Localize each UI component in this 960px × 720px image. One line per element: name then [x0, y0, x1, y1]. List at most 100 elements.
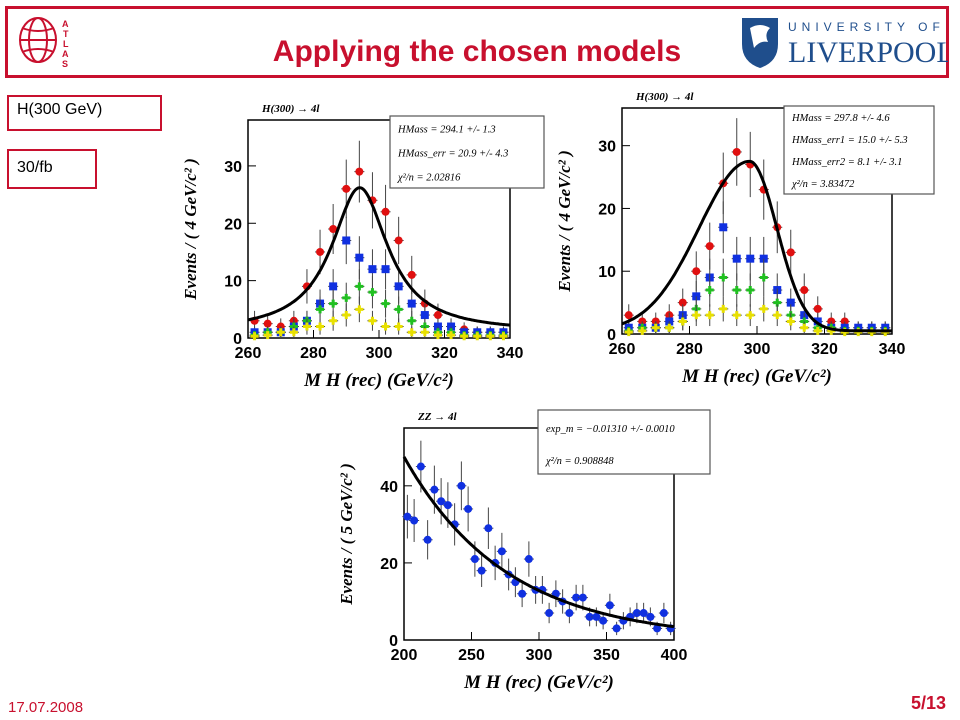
- data-point: [263, 331, 272, 340]
- atlas-letter: T: [63, 29, 69, 39]
- series-yellow: [249, 296, 509, 341]
- data-point: [316, 247, 325, 256]
- data-point: [732, 311, 741, 320]
- x-tick-label: 320: [431, 345, 458, 362]
- data-point: [746, 286, 755, 295]
- fit-curve: [621, 159, 892, 333]
- data-point: [464, 504, 473, 513]
- data-point: [732, 254, 741, 263]
- data-point: [407, 316, 416, 325]
- data-point: [329, 299, 338, 308]
- data-point: [665, 323, 674, 332]
- data-point: [447, 331, 456, 340]
- stats-line: HMass = 294.1 +/- 1.3: [397, 124, 496, 135]
- x-tick-label: 350: [593, 647, 620, 664]
- atlas-logo: A T L A S: [19, 17, 69, 69]
- plot-title: ZZ → 4l: [417, 411, 457, 423]
- data-point: [545, 609, 554, 618]
- x-tick-label: 300: [526, 647, 553, 664]
- y-axis-label: Events / ( 4 GeV/c² ): [181, 158, 200, 301]
- data-point: [430, 485, 439, 494]
- x-tick-label: 340: [879, 341, 906, 358]
- data-point: [460, 332, 469, 341]
- data-point: [381, 265, 390, 274]
- atlas-letter: L: [63, 39, 69, 49]
- data-point: [423, 535, 432, 544]
- x-tick-label: 320: [811, 341, 838, 358]
- data-point: [786, 248, 795, 257]
- y-tick-label: 40: [380, 479, 398, 496]
- stats-line: exp_m = −0.01310 +/- 0.0010: [546, 424, 675, 435]
- y-tick-label: 30: [224, 159, 242, 176]
- data-point: [565, 609, 574, 618]
- x-axis-label: M H (rec) (GeV/c²): [463, 672, 614, 693]
- atlas-letter: S: [62, 59, 68, 69]
- data-point: [578, 593, 587, 602]
- data-point: [605, 601, 614, 610]
- data-point: [692, 311, 701, 320]
- y-tick-label: 30: [598, 139, 616, 156]
- data-point: [342, 236, 351, 245]
- data-point: [497, 547, 506, 556]
- data-point: [407, 328, 416, 337]
- x-axis-label: M H (rec) (GeV/c²): [303, 370, 454, 391]
- data-point: [316, 305, 325, 314]
- data-point: [394, 305, 403, 314]
- stats-box: [537, 409, 711, 475]
- data-point: [813, 304, 822, 313]
- data-point: [719, 273, 728, 282]
- data-point: [732, 147, 741, 156]
- data-point: [678, 317, 687, 326]
- data-point: [355, 167, 364, 176]
- data-point: [651, 323, 660, 332]
- x-tick-label: 340: [497, 345, 524, 362]
- fit-curve: [402, 456, 675, 629]
- stats-line: HMass_err = 20.9 +/- 4.3: [397, 148, 508, 159]
- data-point: [813, 326, 822, 335]
- data-point: [486, 332, 495, 341]
- data-point: [381, 207, 390, 216]
- data-point: [263, 319, 272, 328]
- y-tick-label: 0: [233, 331, 242, 348]
- y-axis-label: Events / ( 5 GeV/c² ): [337, 463, 356, 606]
- data-point: [443, 501, 452, 510]
- data-point: [368, 288, 377, 297]
- x-tick-label: 260: [235, 345, 262, 362]
- data-point: [381, 322, 390, 331]
- plot-title: H(300) → 4l: [635, 91, 694, 103]
- y-tick-label: 20: [598, 201, 616, 218]
- stats-box: [783, 105, 935, 195]
- data-point: [420, 311, 429, 320]
- data-point: [585, 612, 594, 621]
- data-point: [316, 322, 325, 331]
- data-point: [639, 609, 648, 618]
- stats-line: χ²/n = 2.02816: [397, 172, 461, 183]
- data-point: [394, 322, 403, 331]
- data-point: [653, 624, 662, 633]
- data-point: [416, 462, 425, 471]
- data-point: [368, 316, 377, 325]
- data-point: [786, 317, 795, 326]
- data-point: [433, 331, 442, 340]
- data-point: [719, 304, 728, 313]
- data-point: [407, 299, 416, 308]
- x-tick-label: 280: [676, 341, 703, 358]
- data-point: [276, 328, 285, 337]
- data-point: [329, 282, 338, 291]
- stats-box: [389, 115, 545, 189]
- fit-curve: [247, 186, 511, 327]
- plot-higgs-fit-2: 260 280 300 320 340 0 10 20 30 H(300) → 4l M H (re…: [555, 91, 935, 387]
- data-point: [732, 286, 741, 295]
- plot-title: H(300) → 4l: [261, 103, 320, 115]
- data-point: [342, 311, 351, 320]
- data-point: [719, 223, 728, 232]
- page-number: 5/13: [910, 693, 946, 713]
- data-point: [746, 254, 755, 263]
- y-tick-label: 20: [224, 216, 242, 233]
- mass-tag: H(300 GeV): [7, 95, 162, 131]
- x-tick-label: 260: [609, 341, 636, 358]
- data-point: [659, 609, 668, 618]
- data-point: [759, 273, 768, 282]
- y-tick-label: 0: [607, 327, 616, 344]
